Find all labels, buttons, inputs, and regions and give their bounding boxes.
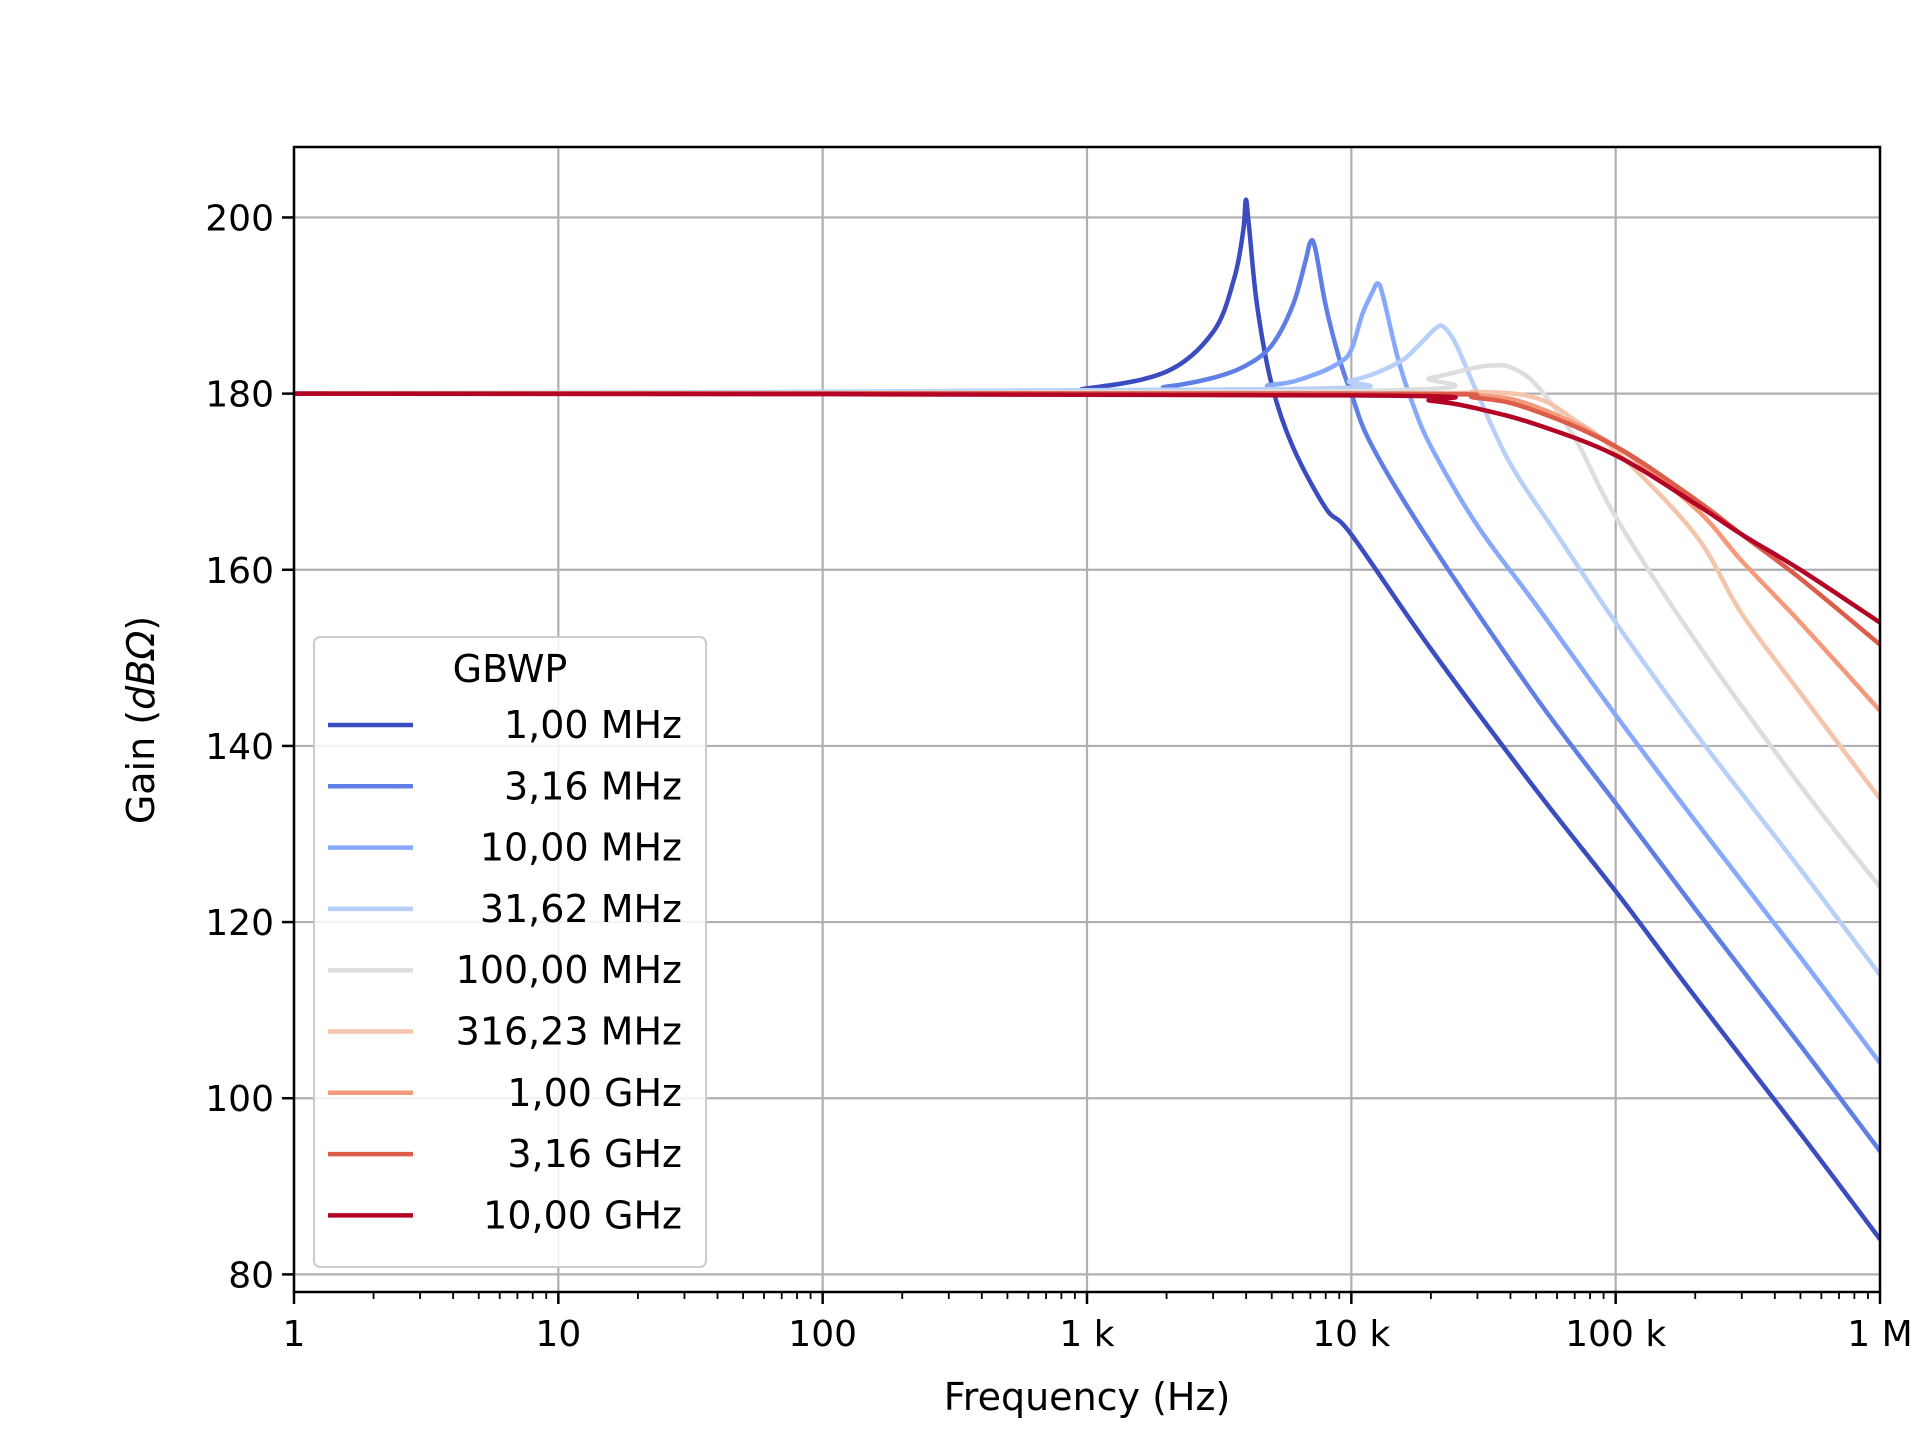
legend-label: 3,16 GHz (507, 1132, 682, 1176)
x-tick-label: 1 M (1847, 1314, 1912, 1355)
x-tick-label: 100 k (1565, 1314, 1666, 1355)
y-axis-title: Gain (dBΩ) (119, 616, 163, 824)
y-tick-label: 140 (205, 727, 274, 768)
y-tick-label: 160 (205, 551, 274, 592)
y-tick-label: 100 (205, 1079, 274, 1120)
x-axis: 1 10 100 1 k 10 k 100 k 1 M (283, 1292, 1913, 1355)
legend-label: 10,00 MHz (480, 826, 682, 870)
y-axis-title-unit: dBΩ (119, 631, 163, 710)
legend-label: 3,16 MHz (504, 764, 682, 808)
legend-label: 1,00 MHz (504, 703, 682, 747)
x-axis-title: Frequency (Hz) (944, 1375, 1231, 1419)
legend-box (313, 636, 707, 1268)
y-tick-label: 200 (205, 198, 274, 239)
y-tick-label: 180 (205, 375, 274, 416)
y-tick-label: 80 (228, 1255, 274, 1296)
legend-label: 31,62 MHz (480, 887, 682, 931)
legend-entries: 1,00 MHz 3,16 MHz 10,00 MHz 31,62 MHz 100,00… (328, 703, 682, 1237)
x-tick-label: 10 k (1312, 1314, 1390, 1355)
x-tick-label: 1 (283, 1314, 306, 1355)
y-axis-title-suffix: ) (119, 616, 163, 631)
y-tick-label: 120 (205, 903, 274, 944)
y-axis-title-prefix: Gain ( (119, 710, 163, 824)
legend-label: 316,23 MHz (456, 1010, 682, 1054)
x-tick-label: 10 (535, 1314, 581, 1355)
legend-title: GBWP (453, 647, 568, 691)
legend-label: 10,00 GHz (483, 1193, 682, 1237)
legend-label: 100,00 MHz (456, 948, 682, 992)
x-tick-label: 1 k (1059, 1314, 1114, 1355)
y-axis: 80 100 120 140 160 180 200 (205, 198, 294, 1296)
series-layer (294, 197, 1880, 1242)
legend-label: 1,00 GHz (507, 1071, 682, 1115)
series-line (294, 391, 1880, 625)
x-tick-label: 100 (788, 1314, 857, 1355)
